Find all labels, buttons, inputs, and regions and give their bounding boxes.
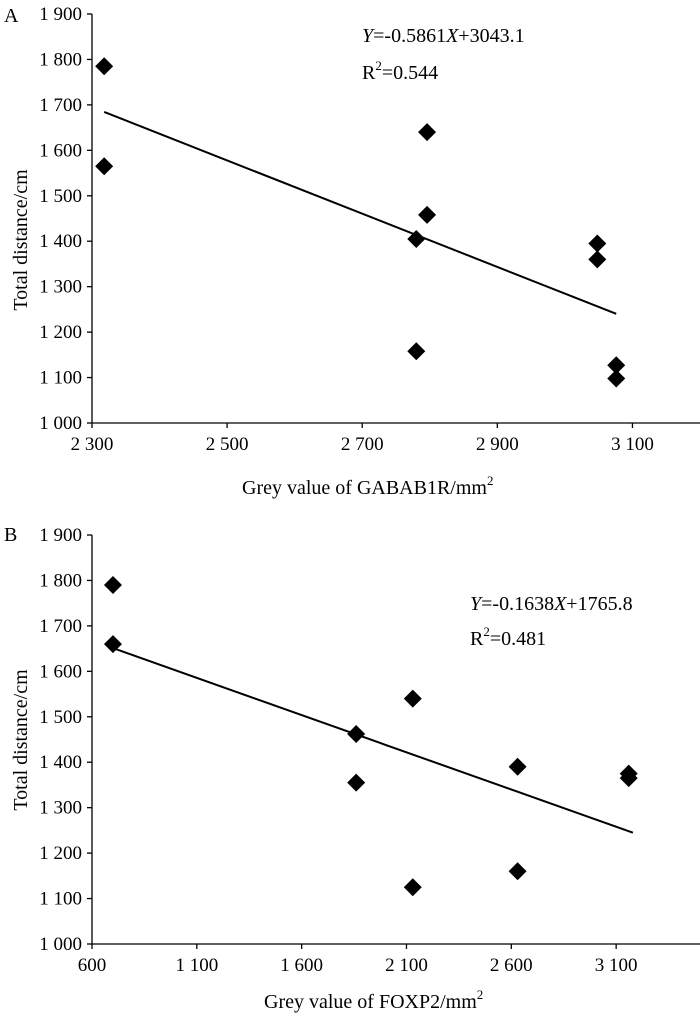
data-point (508, 757, 527, 776)
y-tick-label: 1 900 (39, 525, 82, 546)
y-axis-label-a: Total distance/cm (10, 169, 32, 311)
y-axis-label-b: Total distance/cm (10, 669, 32, 811)
x-tick-label: 2 500 (206, 434, 249, 455)
y-tick-label: 1 500 (39, 707, 82, 728)
trendline-a (103, 110, 617, 315)
x-axis-label-b: Grey value of FOXP2/mm2 (264, 987, 483, 1013)
data-point (508, 862, 527, 881)
equation-a-slope: =-0.5861 (373, 25, 446, 47)
trendline-b (112, 647, 634, 834)
x-axis-label-sup-a: 2 (487, 473, 494, 488)
data-point (607, 356, 626, 375)
y-tick-label: 1 100 (39, 368, 82, 389)
data-point (418, 205, 437, 224)
x-tick-label: 3 100 (611, 434, 654, 455)
y-tick-label: 1 000 (39, 934, 82, 955)
x-axis-ticks-a: 2 300 2 500 2 700 2 900 3 100 (71, 423, 654, 455)
equation-b: Y=-0.1638X+1765.8 (470, 593, 633, 615)
data-point (407, 342, 426, 361)
y-tick-label: 1 700 (39, 616, 82, 637)
data-point (95, 157, 114, 176)
data-point (607, 369, 626, 388)
r-squared-a: R2=0.544 (362, 58, 438, 84)
panel-b: B 1 000 1 100 1 200 1 300 1 400 1 500 1 600 1 7… (4, 524, 700, 1013)
x-axis-label-text-b: Grey value of FOXP2/mm (264, 991, 477, 1013)
x-tick-label: 600 (78, 955, 107, 976)
x-tick-label: 2 300 (71, 434, 114, 455)
y-tick-label: 1 200 (39, 322, 82, 343)
x-tick-label: 2 700 (341, 434, 384, 455)
panel-a: A 1 000 1 100 1 200 1 300 1 400 1 500 1 600 1 7… (4, 4, 700, 499)
equation-b-y: Y (470, 593, 483, 615)
points-a (95, 57, 626, 388)
data-point (418, 123, 437, 142)
x-tick-label: 2 900 (476, 434, 519, 455)
y-tick-label: 1 800 (39, 570, 82, 591)
y-tick-label: 1 700 (39, 95, 82, 116)
y-tick-label: 1 300 (39, 798, 82, 819)
x-tick-label: 1 600 (280, 955, 323, 976)
points-b (103, 575, 638, 897)
y-tick-label: 1 000 (39, 413, 82, 434)
r-squared-b-base: R (470, 628, 484, 650)
x-axis-ticks-b: 600 1 100 1 600 2 100 2 600 3 100 (78, 944, 638, 976)
r-squared-a-value: =0.544 (382, 62, 438, 84)
x-axis-label-sup-b: 2 (477, 987, 484, 1002)
x-tick-label: 2 600 (490, 955, 533, 976)
equation-b-intercept: +1765.8 (566, 593, 632, 615)
x-axis-label-text-a: Grey value of GABAB1R/mm (242, 477, 487, 499)
data-point (347, 725, 366, 744)
r-squared-a-sup: 2 (375, 58, 382, 73)
x-tick-label: 2 100 (385, 955, 428, 976)
x-tick-label: 3 100 (595, 955, 638, 976)
y-tick-label: 1 100 (39, 889, 82, 910)
equation-a-y: Y (362, 25, 375, 47)
y-tick-label: 1 900 (39, 4, 82, 25)
equation-b-x: X (553, 593, 567, 615)
r-squared-a-base: R (362, 62, 376, 84)
y-tick-label: 1 500 (39, 186, 82, 207)
y-tick-label: 1 400 (39, 752, 82, 773)
panel-label-a: A (4, 5, 19, 27)
equation-b-slope: =-0.1638 (481, 593, 554, 615)
r-squared-b: R2=0.481 (470, 624, 546, 650)
x-tick-label: 1 100 (175, 955, 218, 976)
y-tick-label: 1 300 (39, 277, 82, 298)
panel-label-b: B (4, 524, 17, 546)
y-tick-label: 1 600 (39, 140, 82, 161)
data-point (103, 575, 122, 594)
r-squared-b-value: =0.481 (490, 628, 546, 650)
y-axis-ticks-b: 1 000 1 100 1 200 1 300 1 400 1 500 1 600 1 700… (39, 525, 92, 955)
data-point (347, 773, 366, 792)
data-point (95, 57, 114, 76)
x-axis-label-a: Grey value of GABAB1R/mm2 (242, 473, 493, 499)
data-point (619, 769, 638, 788)
y-tick-label: 1 800 (39, 49, 82, 70)
equation-a: Y=-0.5861X+3043.1 (362, 25, 525, 47)
y-tick-label: 1 600 (39, 661, 82, 682)
y-tick-label: 1 200 (39, 843, 82, 864)
data-point (403, 689, 422, 708)
data-point (588, 234, 607, 253)
equation-a-intercept: +3043.1 (458, 25, 524, 47)
y-axis-ticks-a: 1 000 1 100 1 200 1 300 1 400 1 500 1 600 1 700… (39, 4, 92, 434)
data-point (407, 229, 426, 248)
r-squared-b-sup: 2 (483, 624, 490, 639)
data-point (403, 878, 422, 897)
data-point (588, 250, 607, 269)
equation-a-x: X (445, 25, 459, 47)
y-tick-label: 1 400 (39, 231, 82, 252)
data-point (103, 635, 122, 654)
